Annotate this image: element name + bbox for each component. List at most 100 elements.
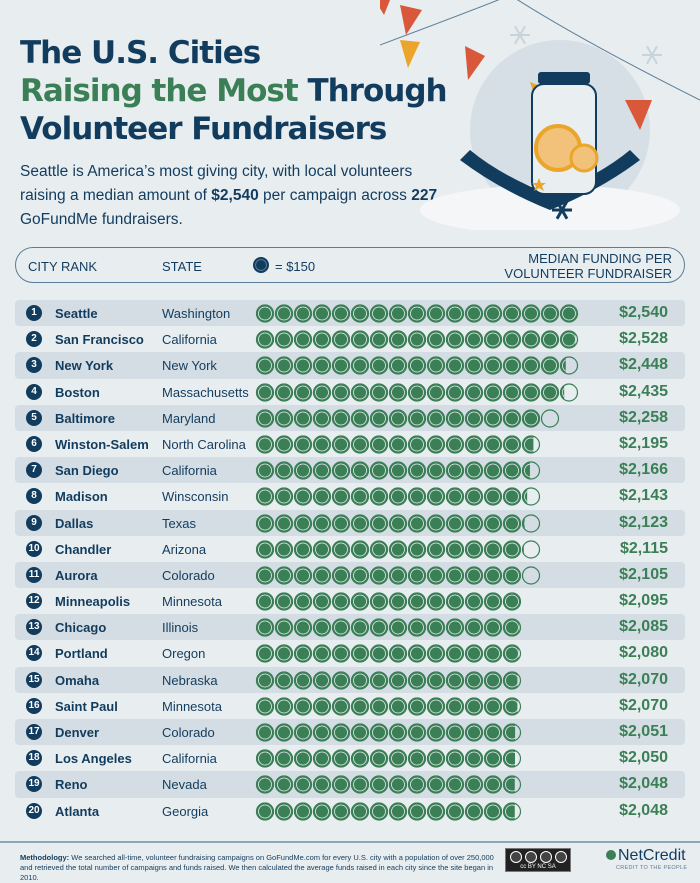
coin-icon [350,304,370,323]
coin-icon [445,723,465,742]
coin-icon [426,356,446,375]
coin-icon [274,409,294,428]
coin-icon [445,749,465,768]
coin-icon [255,592,275,611]
divider [0,841,700,843]
coin-icon [388,644,408,664]
state-name: Nevada [162,777,207,793]
coin-icon [350,697,370,716]
state-name: California [162,332,217,348]
snowflake-icon [509,25,531,45]
state-name: Washington [162,306,231,321]
coin-icon [274,749,294,768]
license-text: cc BY NC SA [520,864,556,870]
coin-icon [350,409,370,428]
state-name: New York [162,358,217,374]
coin-bar [255,513,541,533]
coin-icon [388,618,408,637]
coin-icon [312,461,332,480]
coin-icon [483,540,503,559]
coin-icon [312,749,332,768]
rank-badge: 6 [26,435,42,452]
coin-icon [407,513,427,533]
table-row: 5 Baltimore Maryland $2,258 [15,404,685,431]
brand-name: NetCredit [618,847,686,864]
table-row: 6 Winston-Salem North Carolina $2,195 [15,431,685,457]
coin-icon [521,435,541,454]
table-row: 17 Denver Colorado $2,051 [15,719,685,746]
rank-badge: 14 [26,645,42,662]
coin-icon [350,618,370,637]
coin-icon [369,487,389,506]
state-name: Texas [162,515,196,531]
subtitle: Seattle is America’s most giving city, w… [20,160,440,232]
coin-bar [255,461,541,480]
coin-icon [312,330,332,349]
coin-icon [407,592,427,611]
state-name: Nebraska [162,672,218,688]
coin-icon [274,566,294,585]
coin-icon [255,330,275,349]
coin-icon [502,566,522,585]
coin-icon [293,304,313,323]
coin-icon [464,775,484,794]
value-label: $2,166 [619,461,668,479]
coin-icon [312,618,332,637]
header-median: MEDIAN FUNDING PER VOLUNTEER FUNDRAISER [504,251,672,281]
subtitle-text: GoFundMe fundraisers. [20,211,183,228]
coin-bar [255,775,522,794]
coin-icon [274,461,294,480]
table-row: 13 Chicago Illinois $2,085 [15,614,685,641]
coin-icon [483,697,503,716]
coin-icon [331,644,351,664]
rank-badge: 2 [26,331,42,348]
coin-icon [426,775,446,794]
coin-icon [369,435,389,454]
coin-icon [464,513,484,533]
table-row: 11 Aurora Colorado $2,105 [15,561,685,589]
coin-icon [502,382,522,402]
coin-icon [483,513,503,533]
value-label: $2,435 [619,382,668,400]
value-label: $2,105 [619,565,668,583]
coin-icon [502,801,522,821]
table-row: 1 Seattle Washington $2,540 [15,300,685,327]
coin-icon [293,382,313,402]
state-name: Minnesota [162,698,222,714]
table-row: 16 Saint Paul Minnesota $2,070 [15,693,685,719]
coin-icon [426,330,446,349]
rank-badge: 18 [26,750,42,767]
ranking-table: 1 Seattle Washington $2,540 2 San Francis… [15,300,685,824]
coin-icon [388,304,408,323]
coin-icon [312,671,332,690]
coin-bar [255,671,522,690]
coin-icon [331,775,351,794]
coin-icon [331,592,351,611]
value-label: $2,528 [619,330,668,348]
coin-icon [445,592,465,611]
coin-icon [331,487,351,506]
coin-icon [293,801,313,821]
coin-icon [369,697,389,716]
coin-icon [559,304,579,323]
coin-icon [331,382,351,402]
coin-icon [331,304,351,323]
coin-icon [502,723,522,742]
coin-icon [445,461,465,480]
coin-icon [426,749,446,768]
coin-icon [483,461,503,480]
table-row: 18 Los Angeles California $2,050 [15,745,685,771]
coin-icon [255,356,275,375]
value-label: $2,195 [619,434,668,452]
coin-icon [445,382,465,402]
coin-icon [255,513,275,533]
rank-badge: 10 [26,540,42,557]
coin-icon [293,644,313,664]
table-row: 15 Omaha Nebraska $2,070 [15,666,685,693]
coin-icon [312,435,332,454]
rank-badge: 13 [26,619,42,636]
coin-icon [388,723,408,742]
coin-icon [388,671,408,690]
header-median-line: VOLUNTEER FUNDRAISER [504,266,672,281]
subtitle-amount: $2,540 [211,187,259,204]
